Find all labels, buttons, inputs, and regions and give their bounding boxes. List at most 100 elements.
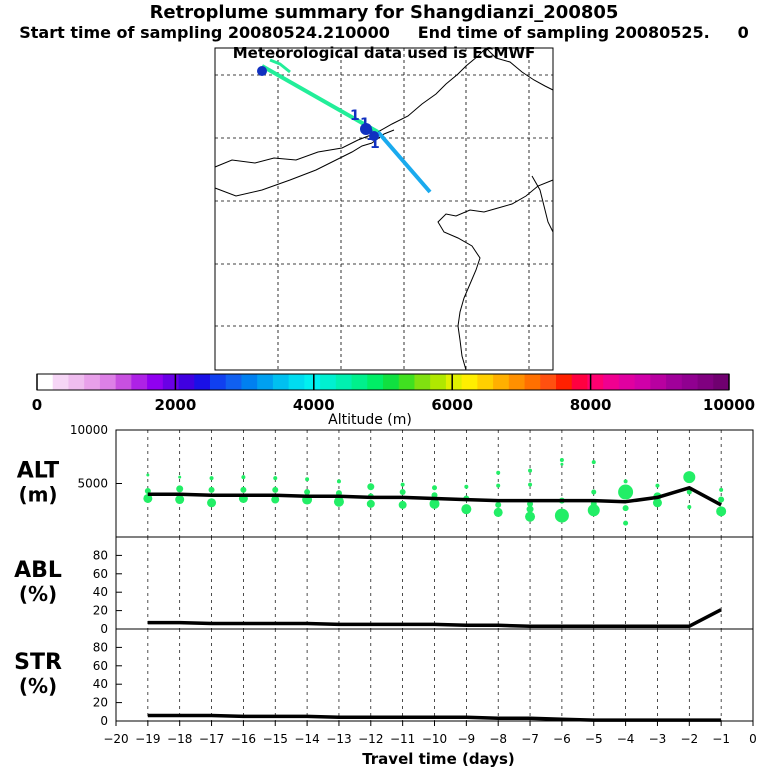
colorbar-tick-label: 2000 (155, 396, 197, 414)
scatter-point (461, 504, 472, 515)
scatter-point (558, 497, 565, 504)
panel-label: ABL (14, 558, 62, 583)
colorbar-swatch (618, 374, 636, 390)
colorbar-tick-label: 10000 (703, 396, 755, 414)
end-time-label: End time of sampling 20080525. (417, 23, 710, 42)
x-tick-label: −1 (712, 732, 730, 746)
scatter-point (176, 485, 184, 493)
scatter-point (367, 483, 375, 491)
panel-unit-label: (%) (19, 582, 57, 606)
scatter-point (496, 483, 501, 488)
scatter-point (719, 487, 724, 492)
scatter-point (271, 495, 280, 504)
x-tick-label: −17 (199, 732, 224, 746)
colorbar-swatch (52, 374, 69, 390)
colorbar-frame (36, 373, 730, 391)
colorbar-swatch (445, 374, 463, 390)
y-tick-label: 20 (93, 696, 108, 710)
scatter-point (618, 484, 634, 500)
y-tick-label: 0 (100, 622, 108, 636)
panel-frame (115, 628, 754, 722)
scatter-point (305, 477, 310, 482)
x-tick-label: −5 (585, 732, 603, 746)
marker-label: 1 (360, 116, 370, 132)
colorbar-tick-label: 8000 (570, 396, 612, 414)
colorbar-swatch (603, 374, 620, 390)
colorbar-swatch (272, 374, 290, 390)
scatter-point (302, 494, 313, 505)
colorbar-swatch (178, 374, 195, 390)
scatter-point (272, 486, 279, 493)
colorbar-swatch (320, 374, 337, 390)
scatter-point (238, 493, 248, 503)
scatter-point (525, 511, 536, 522)
y-tick-label: 10000 (70, 423, 108, 437)
start-time-label: Start time of sampling 20080524.210000 (19, 23, 390, 42)
scatter-point (528, 468, 533, 473)
x-tick-label: −2 (680, 732, 698, 746)
colorbar-swatch (414, 374, 431, 390)
scatter-point (587, 504, 600, 517)
colorbar-swatch (556, 374, 573, 390)
y-tick-label: 5000 (77, 477, 108, 491)
scatter-point (496, 470, 501, 475)
x-tick-label: −7 (521, 732, 539, 746)
scatter-point (687, 505, 692, 510)
colorbar-tick-label: 6000 (431, 396, 473, 414)
start-marker (257, 66, 267, 76)
scatter-point (273, 476, 278, 481)
colorbar-swatch (666, 374, 683, 390)
colorbar-swatch (508, 374, 525, 390)
scatter-point (366, 499, 375, 508)
x-tick-label: −20 (103, 732, 128, 746)
colorbar-tick-label: 0 (32, 396, 42, 414)
series-line-abl (147, 608, 722, 628)
scatter-point (209, 476, 214, 481)
colorbar-label: Altitude (m) (328, 412, 412, 428)
scatter-point (432, 485, 437, 491)
y-tick-label: 0 (100, 714, 108, 728)
colorbar-swatch (131, 374, 148, 390)
scatter-point (683, 471, 696, 484)
map-graticule (215, 48, 553, 370)
scatter-point (240, 486, 247, 493)
colorbar-swatch (367, 374, 384, 390)
scatter-point (400, 482, 405, 487)
y-tick-label: 80 (93, 640, 108, 654)
scatter-point (560, 462, 564, 466)
trajectory-segment-upper (261, 64, 379, 134)
panel-unit-label: (m) (18, 483, 57, 507)
scatter-point (686, 489, 692, 495)
colorbar-swatch (115, 374, 132, 390)
colorbar-swatch (241, 374, 258, 390)
x-tick-label: −6 (553, 732, 571, 746)
scatter-point (622, 505, 629, 512)
scatter-point (144, 487, 151, 494)
x-tick-label: −16 (231, 732, 256, 746)
y-tick-label: 40 (93, 585, 108, 599)
panel-label: STR (14, 650, 62, 675)
scatter-point (208, 486, 215, 493)
receptor-marker (369, 131, 379, 141)
panel-frame (115, 536, 754, 630)
colorbar-ticks: 0 2000 4000 6000 8000 10000 (32, 374, 755, 414)
scatter-point (336, 479, 341, 484)
scatter-point (431, 492, 438, 499)
scatter-point (591, 460, 596, 465)
x-tick-label: −9 (457, 732, 475, 746)
scatter-point (367, 493, 374, 500)
map-frame (214, 47, 554, 371)
colorbar-swatch (37, 374, 54, 390)
peninsula-coast (531, 175, 554, 233)
scatter-point (335, 490, 342, 497)
colorbar-swatch (477, 374, 494, 390)
scatter-point (653, 492, 662, 501)
scatter-point (528, 482, 533, 487)
colorbar-swatch (398, 374, 415, 390)
colorbar-swatch (288, 374, 305, 390)
scatter-point (333, 496, 344, 507)
colorbar-swatch (540, 374, 557, 390)
colorbar-swatch (634, 374, 651, 390)
panel-label: ALT (17, 459, 59, 484)
